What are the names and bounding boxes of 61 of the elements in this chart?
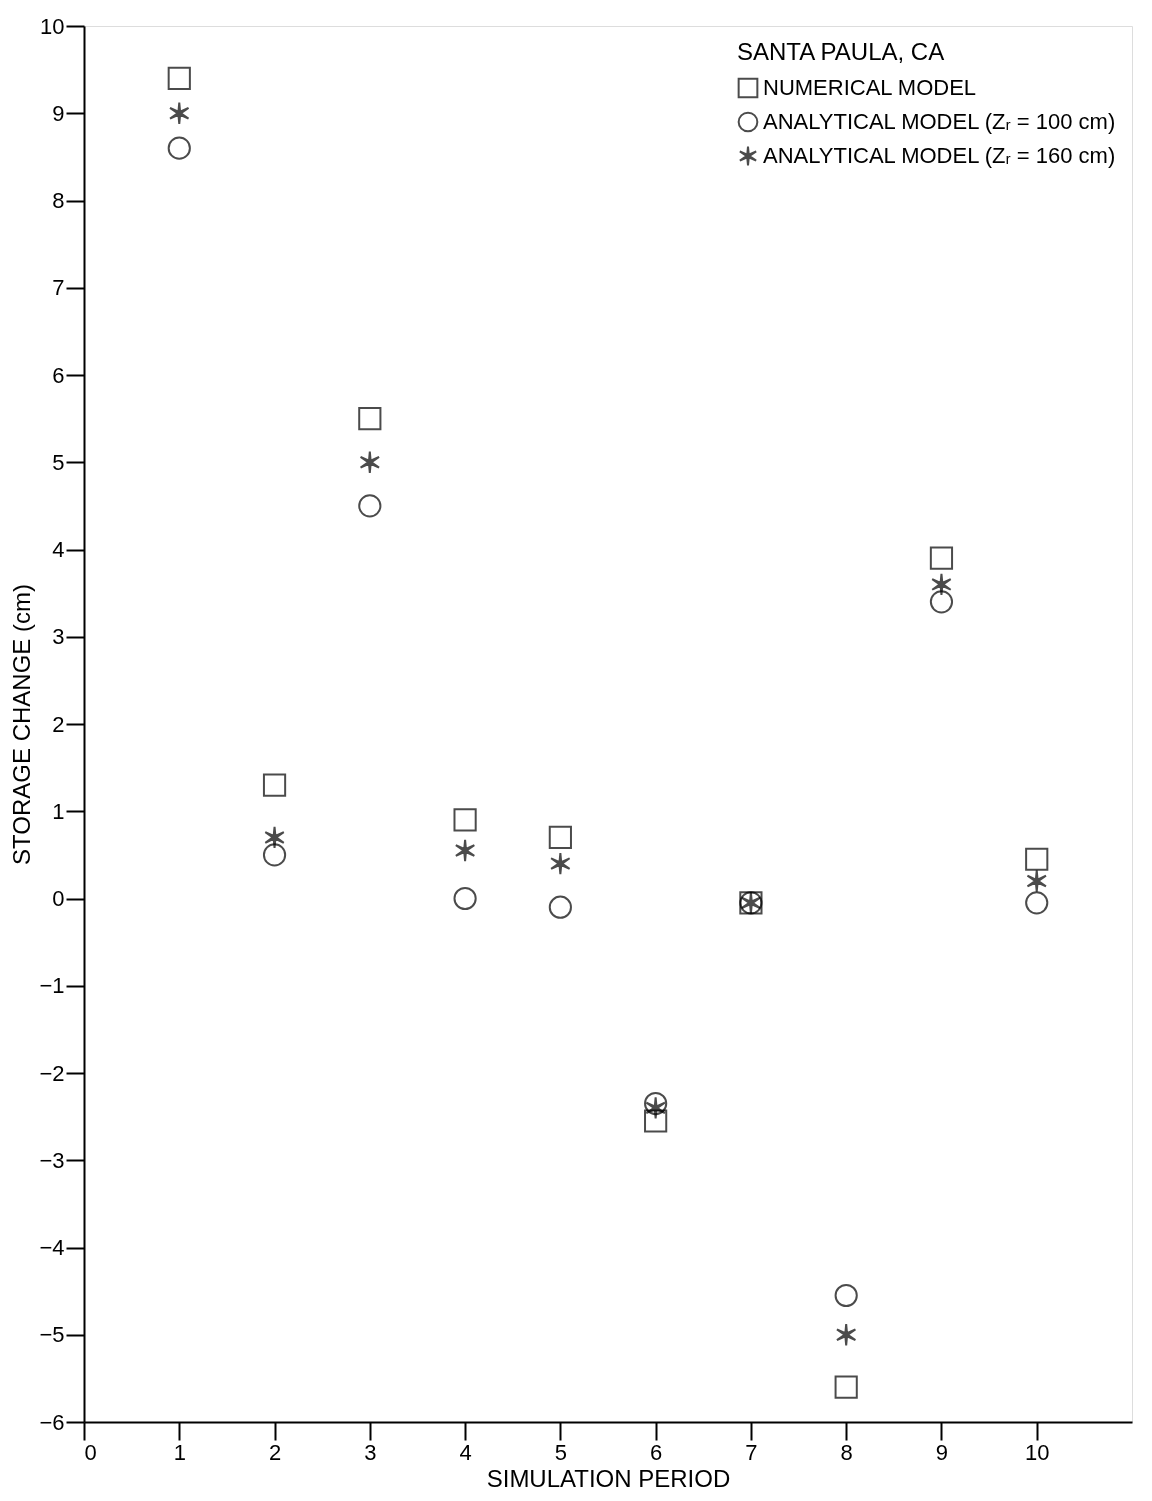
point [1025,847,1049,871]
point [835,1323,857,1347]
x-tick-label: 7 [745,1439,758,1465]
y-tick-label: 4 [52,537,65,562]
x-tick-label: 0 [84,1439,97,1465]
legend-label: NUMERICAL MODEL [763,75,977,100]
y-tick-label: −3 [39,1147,65,1173]
point [644,1109,668,1133]
y-tick-label: 10 [40,13,65,39]
point [167,66,191,90]
y-tick-label: −2 [39,1060,65,1086]
y-tick-label: −5 [39,1322,65,1348]
point [262,843,287,867]
y-tick-label: 2 [52,711,65,737]
point [453,886,477,911]
x-tick-label: 6 [650,1439,663,1465]
point [834,1283,858,1308]
x-tick-label: 5 [554,1439,567,1465]
y-tick-label: 5 [52,449,65,475]
y-tick-label: 1 [52,798,65,824]
x-tick-label: 1 [173,1439,186,1465]
point [548,825,572,850]
legend-title: SANTA PAULA, CA [737,38,945,65]
legend-label: ANALYTICAL MODEL (Zᵣ = 100 cm) [763,109,1116,134]
point [548,895,572,919]
point [358,494,382,518]
point [550,851,571,876]
x-axis-title: SIMULATION PERIOD [486,1464,731,1492]
point [359,450,381,474]
y-axis-title: STORAGE CHANGE (cm) [8,584,36,865]
point [454,838,476,863]
point [358,407,382,431]
y-tick-label: 9 [52,100,65,126]
y-tick-label: −4 [39,1235,65,1260]
y-tick-label: 7 [52,275,65,301]
x-tick-label: 3 [364,1439,377,1465]
y-tick-label: 3 [52,624,65,650]
point [262,773,287,797]
point [929,590,954,614]
point [1025,891,1049,915]
point [167,136,191,160]
x-tick-label: 2 [268,1439,282,1465]
x-tick-label: 10 [1024,1439,1050,1465]
point [644,1091,668,1116]
y-tick-label: 0 [52,886,65,911]
x-tick-label: 8 [840,1439,853,1465]
x-tick-label: 9 [935,1439,949,1465]
point [169,101,190,125]
point [453,808,477,832]
y-tick-label: −1 [39,973,65,999]
x-tick-label: 4 [459,1439,472,1465]
point [931,572,952,597]
point [264,825,285,850]
point [1026,869,1047,893]
y-tick-label: 6 [52,362,65,388]
y-tick-label: −6 [39,1409,65,1435]
legend-label: ANALYTICAL MODEL (Zᵣ = 160 cm) [763,143,1116,168]
point [834,1375,858,1399]
point [645,1096,666,1120]
y-tick-label: 8 [52,188,65,213]
point [929,546,954,570]
